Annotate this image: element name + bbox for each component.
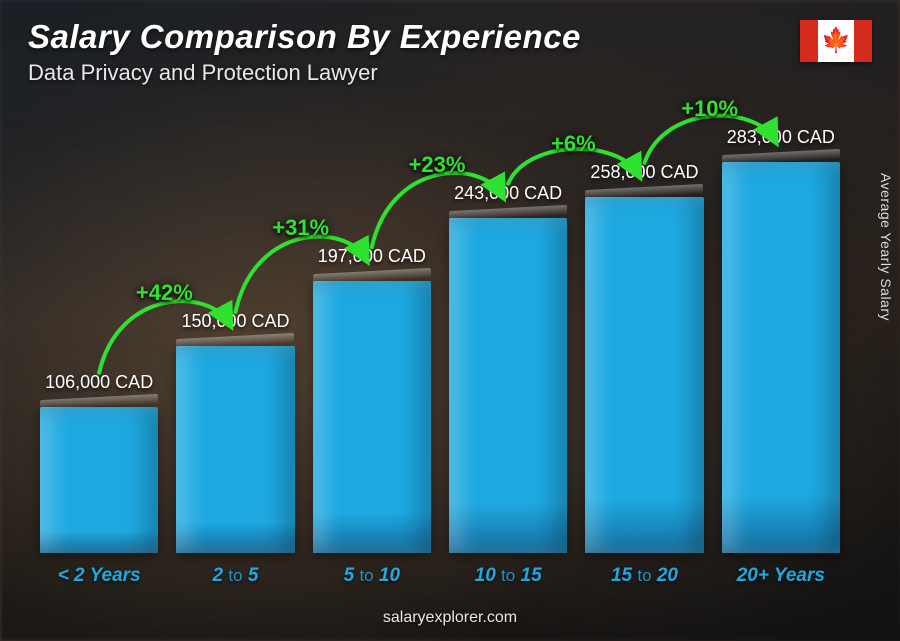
category-label: 15 to 20 (585, 565, 703, 587)
salary-bar-chart: 106,000 CAD150,000 CAD197,000 CAD243,000… (40, 120, 840, 581)
footer-attribution: salaryexplorer.com (0, 609, 900, 627)
delta-label: +31% (272, 215, 329, 241)
header: Salary Comparison By Experience Data Pri… (28, 18, 872, 86)
category-label: 5 to 10 (313, 565, 431, 587)
delta-label: +10% (681, 96, 738, 122)
category-label: < 2 Years (40, 565, 158, 587)
page-subtitle: Data Privacy and Protection Lawyer (28, 60, 872, 86)
maple-leaf-icon: 🍁 (821, 29, 851, 53)
delta-label: +6% (551, 131, 596, 157)
country-flag-canada: 🍁 (800, 20, 872, 62)
category-labels: < 2 Years 2 to 5 5 to 10 10 to 15 15 to 20 20… (40, 565, 840, 587)
delta-label: +42% (136, 280, 193, 306)
delta-label: +23% (409, 152, 466, 178)
page-title: Salary Comparison By Experience (28, 18, 872, 56)
category-label: 10 to 15 (449, 565, 567, 587)
y-axis-label: Average Yearly Salary (878, 173, 894, 321)
category-label: 20+ Years (722, 565, 840, 587)
category-label: 2 to 5 (176, 565, 294, 587)
